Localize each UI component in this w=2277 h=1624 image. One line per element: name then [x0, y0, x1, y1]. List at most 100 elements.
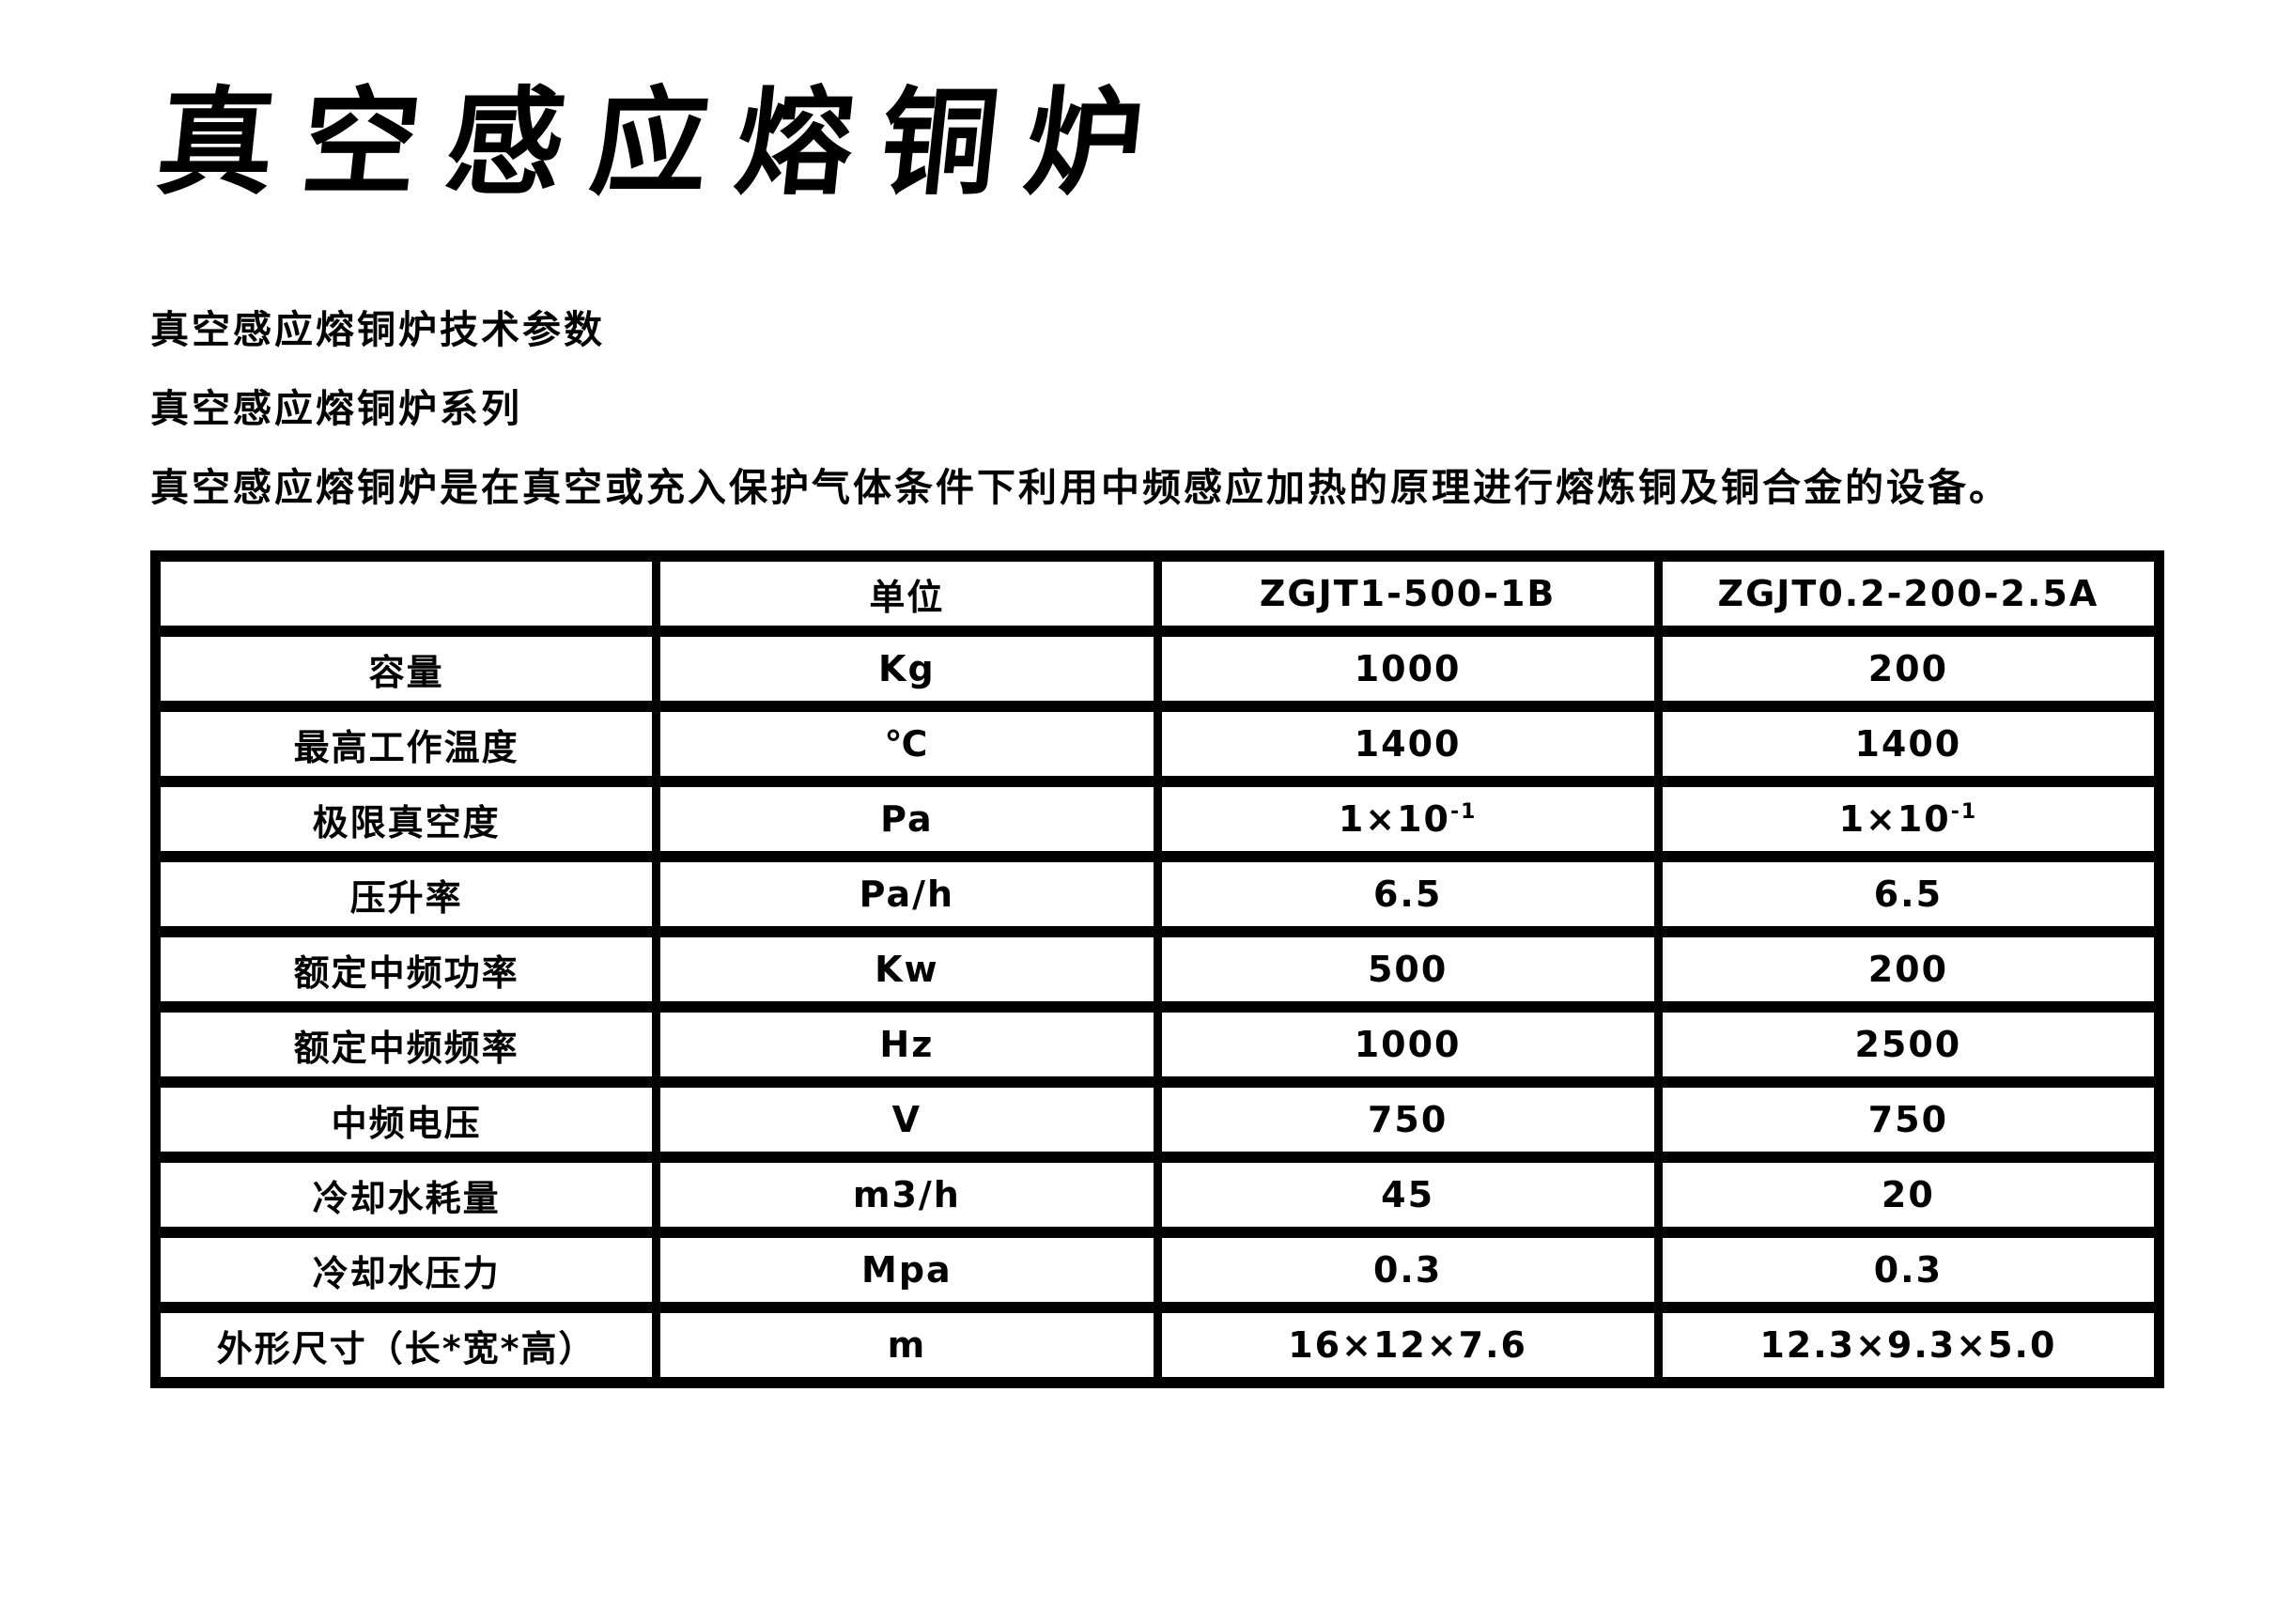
unit-cell: Pa/h	[652, 851, 1162, 937]
model-b-cell-text: 6.5	[1873, 874, 1944, 915]
unit-cell: m	[652, 1302, 1162, 1388]
model-b-cell: 12.3×9.3×5.0	[1653, 1302, 2164, 1388]
table-row: 压升率 Pa/h 6.5 6.5	[150, 851, 2164, 937]
model-a-cell-text: 16×12×7.6	[1288, 1324, 1527, 1366]
unit-cell: V	[652, 1076, 1162, 1163]
model-a-cell-text: 1×10	[1338, 798, 1450, 840]
page-title: 真空感应熔铜炉	[150, 75, 1178, 211]
unit-cell-text: Pa/h	[859, 874, 955, 915]
model-b-cell-text: 1×10	[1838, 798, 1951, 840]
param-cell: 中频电压	[150, 1076, 661, 1163]
param-cell: 最高工作温度	[150, 701, 661, 787]
model-b-cell: 200	[1653, 626, 2164, 712]
unit-cell: m3/h	[652, 1152, 1162, 1238]
model-a-cell: 16×12×7.6	[1153, 1302, 1663, 1388]
param-cell-text: 中频电压	[331, 1102, 482, 1144]
header-cell-unit: 单位	[652, 550, 1162, 637]
param-cell: 压升率	[150, 851, 661, 937]
exponent: -1	[1449, 800, 1478, 824]
exponent: -1	[1950, 800, 1978, 824]
table-row: 额定中频功率 Kw 500 200	[150, 926, 2164, 1013]
param-cell-text: 额定中频功率	[293, 951, 519, 994]
model-b-cell: 750	[1653, 1076, 2164, 1163]
model-b-cell: 20	[1653, 1152, 2164, 1238]
model-a-cell-text: 6.5	[1372, 874, 1443, 915]
model-b-cell-text: 750	[1867, 1099, 1949, 1140]
unit-cell: Pa	[652, 776, 1162, 862]
header-cell-model-a: ZGJT1-500-1B	[1153, 550, 1663, 637]
param-cell-text: 冷却水压力	[312, 1252, 501, 1294]
param-cell: 额定中频频率	[150, 1001, 661, 1088]
model-b-cell: 1400	[1653, 701, 2164, 787]
unit-cell-text: Mpa	[861, 1249, 953, 1291]
model-a-cell: 45	[1153, 1152, 1663, 1238]
param-cell-text: 压升率	[349, 876, 463, 919]
model-b-cell-text: 200	[1867, 949, 1949, 990]
table-row: 冷却水压力 Mpa 0.3 0.3	[150, 1227, 2164, 1313]
unit-cell-text: m3/h	[852, 1174, 961, 1215]
param-cell-text: 冷却水耗量	[312, 1177, 501, 1219]
model-a-cell: 0.3	[1153, 1227, 1663, 1313]
table-row: 最高工作温度 ℃ 1400 1400	[150, 701, 2164, 787]
header-cell	[150, 550, 661, 637]
model-a-cell-text: 1000	[1354, 648, 1462, 689]
param-cell-text: 额定中频频率	[293, 1027, 519, 1069]
unit-cell-text: Kg	[878, 648, 936, 689]
model-a-cell: 1400	[1153, 701, 1663, 787]
param-cell-text: 容量	[368, 651, 444, 693]
table-header-row: 单位 ZGJT1-500-1B ZGJT0.2-200-2.5A	[150, 550, 2164, 637]
param-cell: 外形尺寸（长*宽*高）	[150, 1302, 661, 1388]
model-b-cell: 2500	[1653, 1001, 2164, 1088]
section-heading-series: 真空感应熔铜炉系列	[150, 386, 522, 431]
model-a-cell: 1000	[1153, 1001, 1663, 1088]
model-b-cell: 200	[1653, 926, 2164, 1013]
table-row: 冷却水耗量 m3/h 45 20	[150, 1152, 2164, 1238]
model-b-cell-text: 200	[1867, 648, 1949, 689]
param-cell: 冷却水压力	[150, 1227, 661, 1313]
unit-cell-text: Pa	[880, 798, 934, 840]
param-cell-text: 极限真空度	[312, 801, 501, 843]
table-row: 额定中频频率 Hz 1000 2500	[150, 1001, 2164, 1088]
model-b-cell-text: 20	[1881, 1174, 1935, 1215]
table-row: 极限真空度 Pa 1×10-1 1×10-1	[150, 776, 2164, 862]
table-row: 中频电压 V 750 750	[150, 1076, 2164, 1163]
description: 真空感应熔铜炉是在真空或充入保护气体条件下利用中频感应加热的原理进行熔炼铜及铜合…	[150, 465, 2010, 510]
unit-cell-text: ℃	[884, 723, 930, 765]
model-b-cell-text: 2500	[1854, 1024, 1962, 1065]
model-b-cell-text: 1400	[1854, 723, 1962, 765]
unit-cell: Hz	[652, 1001, 1162, 1088]
table-row: 外形尺寸（长*宽*高） m 16×12×7.6 12.3×9.3×5.0	[150, 1302, 2164, 1388]
model-a-cell-text: 1400	[1354, 723, 1462, 765]
param-cell-text: 外形尺寸（长*宽*高）	[216, 1327, 596, 1369]
model-b-cell-text: 12.3×9.3×5.0	[1759, 1324, 2057, 1366]
section-heading-specs: 真空感应熔铜炉技术参数	[150, 307, 605, 352]
unit-cell: Kw	[652, 926, 1162, 1013]
model-a-cell-text: 1000	[1354, 1024, 1462, 1065]
model-a-cell-text: 45	[1381, 1174, 1435, 1215]
param-cell: 额定中频功率	[150, 926, 661, 1013]
model-b-cell-text: 0.3	[1873, 1249, 1944, 1291]
unit-cell: Mpa	[652, 1227, 1162, 1313]
param-cell: 极限真空度	[150, 776, 661, 862]
model-a-cell: 1×10-1	[1153, 776, 1663, 862]
unit-cell: ℃	[652, 701, 1162, 787]
unit-cell-text: Hz	[879, 1024, 935, 1065]
param-cell: 容量	[150, 626, 661, 712]
unit-cell-text: Kw	[875, 949, 939, 990]
model-a-cell: 750	[1153, 1076, 1663, 1163]
param-cell-text: 最高工作温度	[293, 726, 519, 768]
unit-cell: Kg	[652, 626, 1162, 712]
model-b-cell: 1×10-1	[1653, 776, 2164, 862]
unit-cell-text: m	[887, 1324, 927, 1366]
model-b-cell: 0.3	[1653, 1227, 2164, 1313]
model-a-cell: 6.5	[1153, 851, 1663, 937]
model-b-cell: 6.5	[1653, 851, 2164, 937]
model-a-cell-text: 0.3	[1372, 1249, 1443, 1291]
unit-cell-text: V	[891, 1099, 922, 1140]
header-cell-model-b: ZGJT0.2-200-2.5A	[1653, 550, 2164, 637]
param-cell: 冷却水耗量	[150, 1152, 661, 1238]
model-a-cell: 1000	[1153, 626, 1663, 712]
spec-table: 单位 ZGJT1-500-1B ZGJT0.2-200-2.5A 容量 Kg 100…	[150, 550, 2164, 1388]
model-a-cell-text: 500	[1367, 949, 1448, 990]
model-a-cell-text: 750	[1367, 1099, 1448, 1140]
